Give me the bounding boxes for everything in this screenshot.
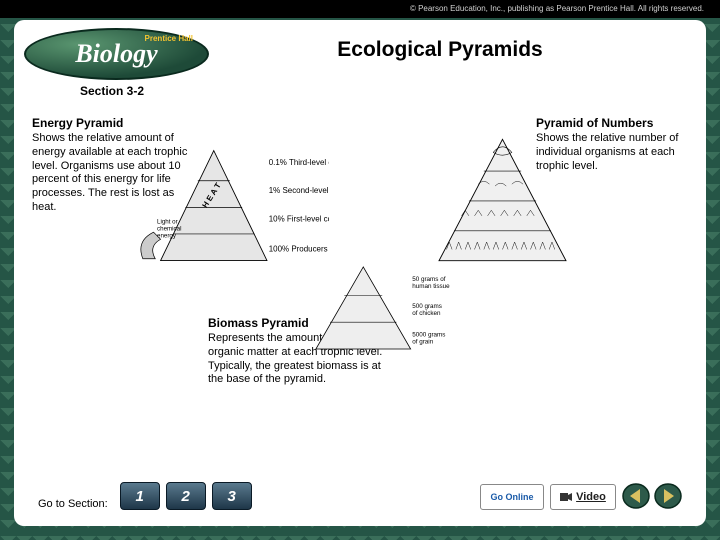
nav-arrows (622, 482, 682, 510)
logo-brand: Biology (75, 39, 157, 69)
brand-logo: Prentice Hall Biology (24, 28, 214, 88)
section-button-2[interactable]: 2 (166, 482, 206, 510)
video-button[interactable]: Video (550, 484, 616, 510)
slide-content: Prentice Hall Biology Ecological Pyramid… (14, 20, 706, 526)
biomass-pyramid-diagram: 50 grams ofhuman tissue 500 gramsof chic… (308, 256, 458, 371)
section-button-1[interactable]: 1 (120, 482, 160, 510)
section-button-3[interactable]: 3 (212, 482, 252, 510)
prev-arrow-button[interactable] (622, 482, 650, 510)
energy-pyramid-diagram: 0.1% Third-level consumers 1% Second-lev… (134, 140, 329, 280)
goto-label: Go to Section: (38, 498, 108, 510)
video-label: Video (576, 491, 606, 503)
energy-l3-label: 0.1% Third-level consumers (269, 158, 329, 167)
copyright-text: © Pearson Education, Inc., publishing as… (410, 4, 704, 13)
go-online-label: Go Online (490, 492, 533, 502)
diagram-area: Energy Pyramid Shows the relative amount… (32, 116, 688, 406)
video-icon (560, 491, 572, 503)
energy-l1-label: 10% First-level consumers (269, 215, 329, 224)
footer-nav: Go to Section: 1 2 3 Go Online Video (38, 466, 682, 510)
biomass-l2-label: 50 grams ofhuman tissue (412, 276, 450, 290)
copyright-bar: © Pearson Education, Inc., publishing as… (0, 0, 720, 18)
numbers-pyramid-diagram (425, 130, 580, 270)
biomass-l1-label: 500 gramsof chicken (412, 303, 442, 317)
energy-l2-label: 1% Second-level consumers (269, 186, 329, 195)
logo-tagline: Prentice Hall (145, 34, 193, 43)
numbers-heading: Pyramid of Numbers (536, 116, 688, 131)
biomass-l0-label: 5000 gramsof grain (412, 331, 445, 345)
next-arrow-button[interactable] (654, 482, 682, 510)
energy-l0-label: 100% Producers (269, 245, 328, 254)
energy-heading: Energy Pyramid (32, 116, 200, 131)
go-online-button[interactable]: Go Online (480, 484, 544, 510)
page-title: Ecological Pyramids (192, 38, 688, 62)
